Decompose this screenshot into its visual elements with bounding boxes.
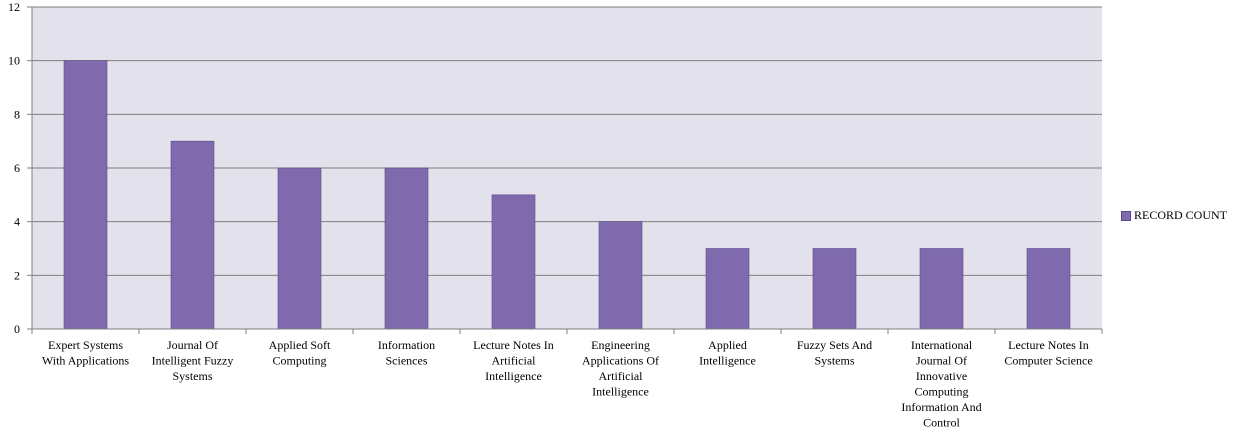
bar: [63, 60, 108, 330]
x-tick-label: Fuzzy Sets And Systems: [797, 338, 872, 368]
legend: RECORD COUNT: [1121, 208, 1227, 223]
y-tick-label: 4: [14, 215, 20, 229]
x-tick-label: Engineering Applications Of Artificial Inte…: [582, 338, 659, 399]
x-tick-label: Information Sciences: [378, 338, 435, 368]
bars: [63, 60, 1071, 330]
bar: [598, 221, 643, 330]
bar: [919, 248, 964, 330]
bar: [170, 140, 215, 330]
y-tick-label: 8: [14, 107, 20, 121]
x-tick-label: Journal Of Intelligent Fuzzy Systems: [152, 338, 234, 383]
x-axis-ticks: Expert Systems With Applications Journal O…: [31, 329, 1103, 430]
y-tick-label: 6: [14, 161, 20, 175]
y-tick-label: 0: [14, 322, 20, 336]
y-tick-label: 10: [8, 54, 20, 68]
x-tick-label: Applied Soft Computing: [269, 338, 331, 368]
x-tick-label: Expert Systems With Applications: [42, 338, 130, 368]
x-tick-label: Lecture Notes In Artificial Intelligence: [473, 338, 554, 383]
bar: [812, 248, 857, 330]
x-tick-label: Lecture Notes In Computer Science: [1004, 338, 1092, 368]
x-tick-label: International Journal Of Innovative Computi…: [901, 338, 981, 430]
y-axis-ticks: 0 2 4 6 8 10 12: [8, 0, 32, 336]
bar: [1026, 248, 1071, 330]
y-tick-label: 12: [8, 0, 20, 14]
x-tick-label: Applied Intelligence: [699, 338, 756, 368]
bar: [277, 167, 322, 330]
legend-swatch: [1121, 210, 1131, 221]
bar: [491, 194, 536, 330]
bar: [384, 167, 429, 330]
legend-label: RECORD COUNT: [1134, 208, 1228, 222]
bar: [705, 248, 750, 330]
y-tick-label: 2: [14, 268, 20, 282]
